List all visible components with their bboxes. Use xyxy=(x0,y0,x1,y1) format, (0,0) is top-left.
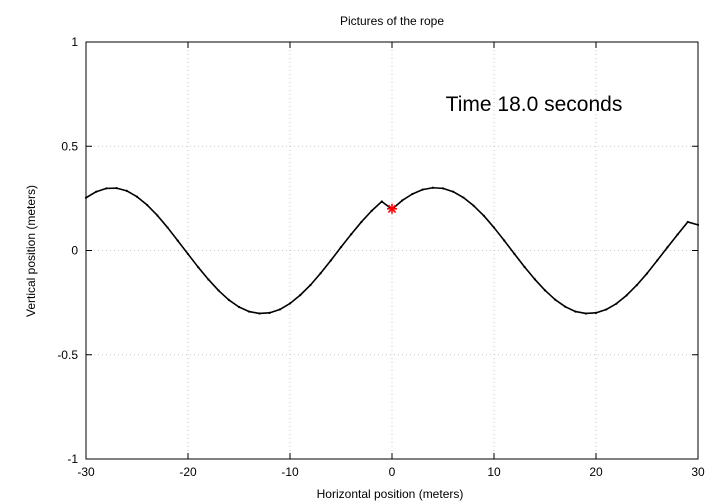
x-tick-label: -30 xyxy=(77,465,95,479)
rope-point xyxy=(299,294,302,297)
rope-point xyxy=(105,187,108,190)
rope-point xyxy=(339,246,343,249)
rope-point xyxy=(319,272,322,275)
rope-point xyxy=(95,190,98,193)
rope-point xyxy=(360,220,363,224)
rope-point xyxy=(645,272,649,275)
y-tick-label: 0.5 xyxy=(61,139,78,153)
rope-point xyxy=(237,305,241,309)
rope-point xyxy=(533,278,536,281)
rope-point xyxy=(380,200,383,203)
rope-point xyxy=(513,252,516,255)
rope-point xyxy=(411,192,414,196)
rope-point xyxy=(594,311,598,314)
y-axis-title: Vertical position (meters) xyxy=(24,185,38,317)
x-tick-label: 10 xyxy=(487,465,501,479)
rope-point xyxy=(564,305,567,308)
rope-point xyxy=(686,220,689,224)
rope-point xyxy=(472,204,475,207)
y-tick-label: 1 xyxy=(71,35,78,49)
tracked-point-marker xyxy=(387,203,397,214)
rope-point xyxy=(635,284,638,287)
rope-point xyxy=(523,265,526,269)
rope-point xyxy=(666,246,669,249)
y-tick-label: 0 xyxy=(71,244,78,258)
rope-point xyxy=(452,190,455,193)
rope-point xyxy=(462,196,465,199)
y-tick-label: -1 xyxy=(67,452,78,466)
rope-point xyxy=(207,278,210,281)
rope-point xyxy=(268,311,271,314)
x-axis-title: Horizontal position (meters) xyxy=(317,487,464,501)
time-annotation: Time 18.0 seconds xyxy=(446,93,623,116)
rope-point xyxy=(135,195,139,198)
rope-point xyxy=(176,239,179,242)
rope-point xyxy=(625,294,628,297)
rope-point xyxy=(401,199,404,202)
x-tick-label: 20 xyxy=(589,465,603,479)
x-tick-label: -10 xyxy=(281,465,299,479)
rope-point xyxy=(441,187,445,190)
rope-point xyxy=(309,284,312,287)
rope-point xyxy=(676,233,679,236)
rope-point xyxy=(492,226,496,229)
rope-point xyxy=(605,308,608,311)
x-tick-label: 0 xyxy=(389,465,396,479)
rope-point xyxy=(166,226,169,229)
rope-point xyxy=(186,252,190,256)
rope-point xyxy=(431,186,434,189)
x-tick-label: -20 xyxy=(179,465,197,479)
rope-point xyxy=(584,312,587,315)
rope-point xyxy=(227,298,230,302)
rope-point xyxy=(146,203,149,207)
plot-frame xyxy=(85,41,699,460)
rope-point xyxy=(656,259,659,262)
rope-point xyxy=(615,302,618,305)
rope-point xyxy=(574,310,577,313)
rope-point xyxy=(543,289,547,292)
rope-point xyxy=(421,188,424,191)
rope-point xyxy=(350,233,353,236)
rope-point xyxy=(503,239,506,242)
rope-point xyxy=(258,312,261,315)
grid xyxy=(86,42,698,459)
rope-point xyxy=(156,214,159,217)
rope-point xyxy=(197,266,200,269)
rope-point xyxy=(370,209,373,212)
rope-point xyxy=(554,298,557,301)
rope-point xyxy=(329,259,332,262)
rope-point xyxy=(278,308,281,311)
rope-point xyxy=(125,189,128,192)
rope-point xyxy=(482,214,485,217)
rope-point xyxy=(217,289,220,292)
rope-point xyxy=(115,187,118,190)
marker-layer xyxy=(387,203,397,214)
x-tick-label: 30 xyxy=(691,465,705,479)
rope-point xyxy=(288,302,292,305)
rope-point xyxy=(248,310,251,313)
y-tick-label: -0.5 xyxy=(57,348,78,362)
chart-title: Pictures of the rope xyxy=(340,14,444,28)
